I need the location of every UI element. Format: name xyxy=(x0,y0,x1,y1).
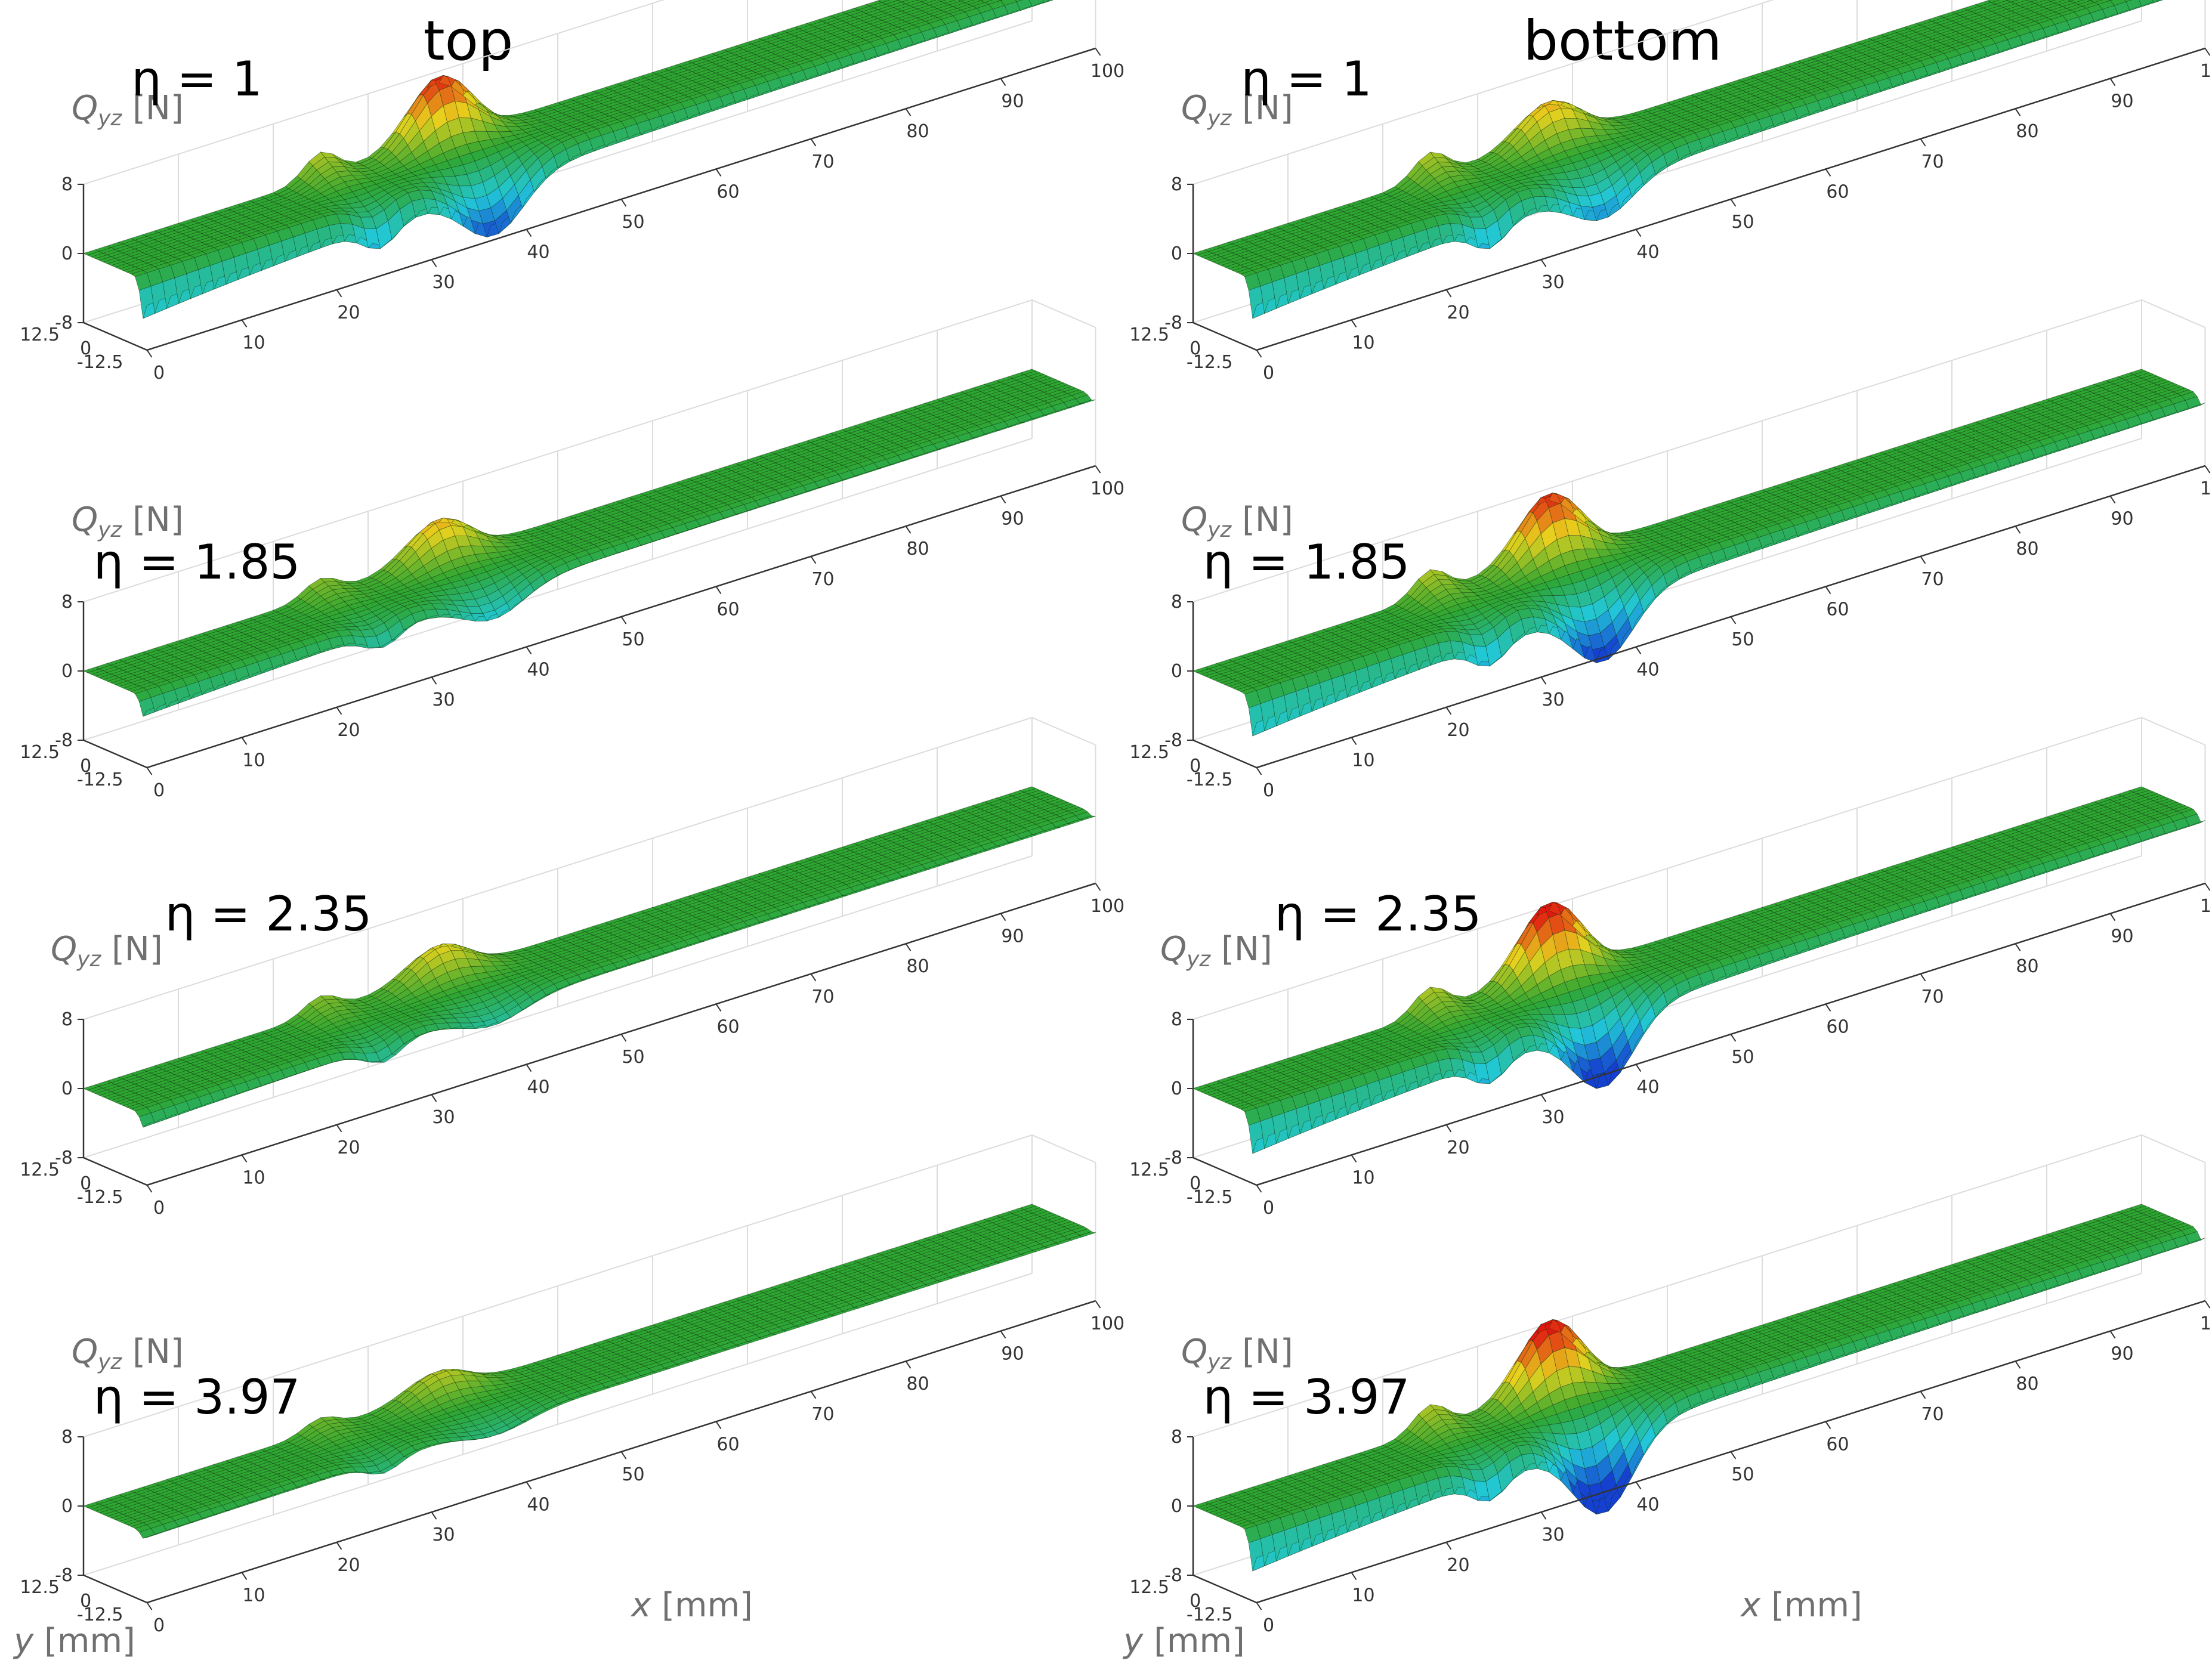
z-tick-label: 0 xyxy=(1171,243,1182,264)
x-tick-mark xyxy=(1095,48,1101,56)
x-tick-label: 60 xyxy=(716,181,739,202)
x-tick-label: 90 xyxy=(1001,91,1024,112)
x-tick-label: 80 xyxy=(906,539,929,559)
x-tick-mark xyxy=(905,108,912,116)
x-tick-label: 80 xyxy=(2016,121,2038,142)
z-tick-label: 8 xyxy=(1171,174,1182,195)
x-tick-label: 60 xyxy=(716,599,739,620)
x-tick-mark xyxy=(336,707,342,715)
x-tick-mark xyxy=(336,289,342,298)
panel-bottom-2: 80-812.50-12.50102030405060708090100Qyz … xyxy=(1129,299,2212,801)
x-tick-label: 90 xyxy=(1001,509,1024,530)
column-title-bottom: bottom xyxy=(1524,9,1722,73)
x-tick-label: 90 xyxy=(2111,91,2133,112)
x-tick-label: 30 xyxy=(432,272,455,293)
panel-top-2: 80-812.50-12.50102030405060708090100Qyz … xyxy=(20,299,1124,801)
x-tick-label: 60 xyxy=(1826,181,1849,202)
column-title-top: top xyxy=(424,9,514,73)
x-tick-label: 40 xyxy=(527,660,549,681)
x-tick-mark xyxy=(2204,48,2211,56)
x-tick-label: 100 xyxy=(2200,61,2212,82)
side-wall-top xyxy=(2141,299,2205,328)
x-tick-mark xyxy=(2015,108,2021,116)
x-tick-label: 30 xyxy=(432,689,455,710)
x-tick-label: 50 xyxy=(622,629,644,650)
x-tick-label: 20 xyxy=(337,720,360,741)
y-tick-label: 12.5 xyxy=(20,324,60,345)
x-tick-mark xyxy=(241,737,248,745)
panels: 80-812.50-12.50102030405060708090100Qyz … xyxy=(13,0,2212,1660)
x-tick-mark xyxy=(1445,289,1452,298)
x-tick-mark xyxy=(1635,229,1642,237)
eta-label: η = 1 xyxy=(131,51,262,107)
x-tick-mark xyxy=(1000,496,1006,504)
x-tick-label: 70 xyxy=(811,151,834,172)
x-tick-label: 70 xyxy=(811,569,834,590)
x-tick-mark xyxy=(620,616,627,624)
z-tick-label: 8 xyxy=(61,592,73,613)
x-tick-mark xyxy=(1351,319,1357,327)
eta-label: η = 1 xyxy=(1241,51,1372,107)
y-axis xyxy=(83,739,147,769)
surface xyxy=(83,0,1054,319)
x-tick-mark xyxy=(620,199,627,207)
x-tick-label: 0 xyxy=(153,363,165,384)
x-tick-mark xyxy=(146,350,153,358)
y-tick-label: 12.5 xyxy=(1129,324,1169,345)
z-tick-label: 0 xyxy=(61,661,73,682)
z-tick-label: 8 xyxy=(61,174,73,195)
x-tick-label: 10 xyxy=(242,750,265,771)
x-tick-label: 10 xyxy=(242,332,265,353)
x-tick-label: 0 xyxy=(1263,363,1274,384)
x-tick-label: 10 xyxy=(1352,332,1374,353)
side-wall-top xyxy=(1031,299,1096,328)
x-tick-label: 50 xyxy=(1731,212,1754,233)
z-tick-label: 0 xyxy=(61,243,73,264)
y-tick-label: -12.5 xyxy=(1187,352,1233,373)
x-tick-label: 100 xyxy=(1090,478,1124,499)
x-tick-mark xyxy=(1256,350,1262,358)
x-tick-mark xyxy=(905,525,912,534)
x-tick-mark xyxy=(2109,78,2116,86)
x-tick-label: 40 xyxy=(1636,242,1659,263)
y-axis xyxy=(1192,321,1257,351)
x-tick-mark xyxy=(1825,168,1831,177)
x-tick-label: 0 xyxy=(153,780,165,801)
x-tick-mark xyxy=(526,647,532,655)
y-axis xyxy=(83,321,147,351)
panel-top-1: 80-812.50-12.50102030405060708090100Qyz … xyxy=(20,0,1124,384)
x-tick-label: 100 xyxy=(1090,61,1124,82)
x-tick-label: 30 xyxy=(1541,272,1564,293)
x-tick-label: 40 xyxy=(527,242,549,263)
x-tick-label: 50 xyxy=(622,212,644,233)
y-tick-label: -12.5 xyxy=(77,352,123,373)
x-tick-mark xyxy=(1540,259,1547,267)
x-tick-mark xyxy=(1000,78,1006,86)
y-tick-label: 12.5 xyxy=(20,742,60,763)
x-tick-mark xyxy=(431,676,437,685)
x-tick-label: 80 xyxy=(906,121,929,142)
x-tick-mark xyxy=(810,138,817,147)
x-tick-mark xyxy=(431,259,437,267)
x-tick-mark xyxy=(1095,465,1101,474)
y-tick-label: -12.5 xyxy=(77,769,123,790)
x-tick-mark xyxy=(810,556,817,564)
x-tick-mark xyxy=(715,586,722,594)
eta-label: η = 1.85 xyxy=(94,534,301,590)
x-tick-mark xyxy=(241,319,248,327)
x-tick-label: 20 xyxy=(1447,302,1469,323)
x-tick-mark xyxy=(1920,138,1926,147)
x-tick-label: 20 xyxy=(337,302,360,323)
x-tick-mark xyxy=(1730,199,1737,207)
x-tick-mark xyxy=(715,168,722,177)
x-tick-mark xyxy=(146,767,153,775)
x-tick-mark xyxy=(526,229,532,237)
x-tick-label: 70 xyxy=(1921,151,1944,172)
